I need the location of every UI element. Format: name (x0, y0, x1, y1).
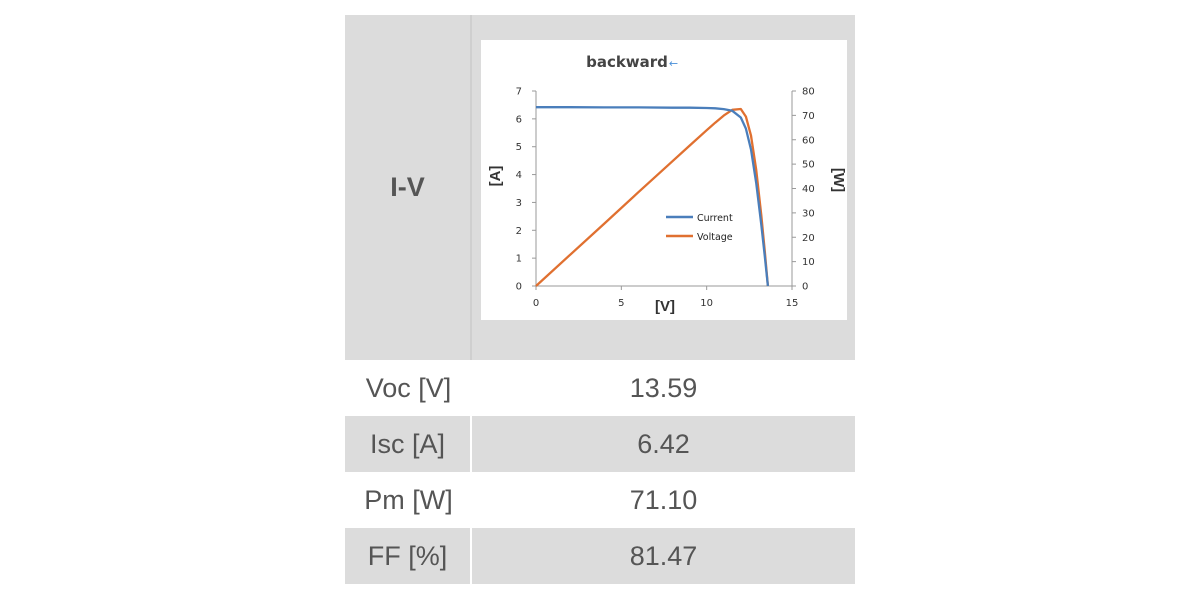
y-tick-label: 0 (516, 282, 522, 293)
y2-tick-label: 80 (802, 87, 815, 98)
y-tick-label: 6 (516, 114, 522, 125)
pm-value-cell: 71.10 (472, 472, 855, 528)
legend-label-voltage: Voltage (697, 232, 733, 243)
y-tick-label: 1 (516, 254, 522, 265)
ff-label-cell: FF [%] (345, 528, 472, 584)
isc-row: Isc [A] 6.42 (345, 416, 855, 472)
ff-value: 81.47 (629, 540, 698, 571)
iv-chart-cell: backward ← [V] [A] [W] 0 1 2 3 4 5 6 7 0 10 20 30 40… (472, 15, 855, 360)
y2-tick-label: 70 (802, 111, 815, 122)
results-table: I-V backward ← [V] [A] [W] 0 1 2 3 4 5 6 7 0 10 20… (345, 15, 855, 584)
pm-value: 71.10 (629, 484, 698, 515)
iv-label-cell: I-V (345, 15, 472, 360)
iv-header-row: I-V backward ← [V] [A] [W] 0 1 2 3 4 5 6 7 0 10 20… (345, 15, 855, 360)
y-axis-label: [A] (487, 166, 504, 187)
isc-label: Isc [A] (369, 428, 445, 459)
y-tick-label: 7 (516, 87, 522, 98)
x-tick-label: 15 (786, 298, 799, 309)
y2-tick-label: 10 (802, 257, 815, 268)
iv-label: I-V (390, 172, 425, 202)
y-tick-label: 4 (516, 170, 522, 181)
iv-chart: backward ← [V] [A] [W] 0 1 2 3 4 5 6 7 0 10 20 30 40… (481, 40, 847, 320)
isc-value: 6.42 (637, 428, 690, 459)
legend-label-current: Current (697, 213, 733, 224)
pm-row: Pm [W] 71.10 (345, 472, 855, 528)
voc-value-cell: 13.59 (472, 360, 855, 416)
y2-tick-label: 30 (802, 208, 815, 219)
y2-tick-label: 0 (802, 282, 808, 293)
y2-tick-label: 40 (802, 184, 815, 195)
y2-tick-label: 50 (802, 160, 815, 171)
title-arrow-icon: ← (669, 57, 678, 70)
y2-axis-label: [W] (830, 168, 847, 192)
series-line-voltage (535, 107, 770, 287)
x-axis-label: [V] (655, 298, 675, 315)
legend: Current Voltage (666, 213, 733, 243)
y-tick-label: 3 (516, 198, 522, 209)
y-tick-label: 5 (516, 142, 522, 153)
x-tick-label: 10 (700, 298, 713, 309)
y-tick-label: 2 (516, 226, 522, 237)
y2-tick-label: 60 (802, 135, 815, 146)
x-tick-label: 5 (618, 298, 624, 309)
isc-value-cell: 6.42 (472, 416, 855, 472)
ff-label: FF [%] (367, 540, 448, 571)
chart-title: backward (586, 53, 668, 71)
iv-chart-svg: backward ← [V] [A] [W] 01234567010203040… (487, 53, 847, 315)
isc-label-cell: Isc [A] (345, 416, 472, 472)
ff-value-cell: 81.47 (472, 528, 855, 584)
y2-tick-label: 20 (802, 233, 815, 244)
voc-value: 13.59 (629, 372, 698, 403)
voc-row: Voc [V] 13.59 (345, 360, 855, 416)
pm-label-cell: Pm [W] (345, 472, 472, 528)
voc-label: Voc [V] (365, 372, 452, 403)
ff-row: FF [%] 81.47 (345, 528, 855, 584)
series-line-current (536, 106, 770, 287)
x-tick-label: 0 (533, 298, 539, 309)
pm-label: Pm [W] (364, 484, 453, 515)
voc-label-cell: Voc [V] (345, 360, 472, 416)
